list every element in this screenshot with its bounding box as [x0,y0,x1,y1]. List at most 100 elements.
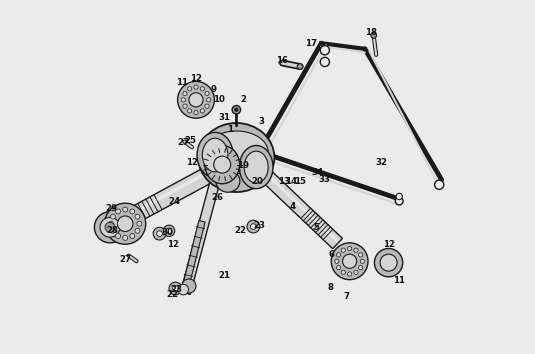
Ellipse shape [197,132,233,178]
Text: 26: 26 [211,193,223,202]
Circle shape [105,222,115,232]
Text: 24: 24 [169,196,181,206]
Circle shape [374,249,403,277]
Ellipse shape [244,151,268,183]
Circle shape [116,234,120,239]
Polygon shape [116,161,225,230]
Text: 20: 20 [251,177,264,186]
Circle shape [189,93,203,107]
Circle shape [371,33,377,38]
Circle shape [105,203,146,244]
Circle shape [200,87,204,91]
Text: 12: 12 [166,240,179,250]
Text: 11: 11 [393,276,405,285]
Circle shape [354,270,358,274]
Circle shape [110,214,116,219]
Circle shape [183,104,187,108]
Circle shape [250,224,256,229]
Ellipse shape [239,145,273,189]
Circle shape [194,85,198,89]
Ellipse shape [216,170,240,192]
Ellipse shape [198,123,274,192]
Text: 23: 23 [170,285,182,294]
Circle shape [200,109,204,113]
Ellipse shape [202,138,228,172]
Circle shape [135,228,140,233]
Text: 12: 12 [187,158,198,167]
Circle shape [187,87,192,91]
Text: 4: 4 [290,201,296,211]
Circle shape [358,266,363,270]
Polygon shape [183,221,205,286]
Circle shape [213,156,231,173]
Circle shape [232,105,241,114]
Circle shape [100,217,120,237]
Text: 3: 3 [258,116,264,126]
Circle shape [395,197,403,205]
Circle shape [178,81,215,118]
Circle shape [137,221,142,226]
Circle shape [123,207,128,212]
Text: 14: 14 [286,177,297,186]
Circle shape [358,253,363,257]
Circle shape [341,270,346,274]
Text: 33: 33 [319,175,331,184]
Circle shape [181,98,185,102]
Circle shape [320,46,330,55]
Circle shape [331,243,368,280]
Circle shape [205,91,209,96]
Text: 25: 25 [185,136,196,145]
Circle shape [194,110,198,115]
Text: 27: 27 [177,138,189,147]
Circle shape [360,259,364,263]
Circle shape [348,246,351,251]
Circle shape [182,279,196,293]
Circle shape [348,272,351,276]
Text: 12: 12 [383,240,395,250]
Text: 2: 2 [240,95,247,104]
Polygon shape [262,171,342,249]
Circle shape [341,248,346,252]
Circle shape [320,57,330,67]
Circle shape [169,282,182,295]
Ellipse shape [204,131,268,173]
Circle shape [297,64,303,69]
Text: 19: 19 [238,161,249,170]
Text: 7: 7 [343,292,349,301]
Circle shape [163,225,175,236]
Circle shape [130,209,135,214]
Text: 28: 28 [106,226,118,235]
Text: 30: 30 [162,228,174,238]
Text: 22: 22 [166,290,179,299]
Circle shape [173,286,178,291]
Circle shape [207,98,211,102]
Polygon shape [119,164,221,222]
Polygon shape [266,173,339,242]
Text: 15: 15 [294,177,306,186]
Text: 12: 12 [190,74,202,83]
Text: 32: 32 [376,158,387,167]
Circle shape [157,231,163,236]
Circle shape [116,209,120,214]
Circle shape [205,104,209,108]
Circle shape [117,216,133,232]
Circle shape [234,108,239,112]
Circle shape [380,254,397,271]
Text: 16: 16 [277,56,288,65]
Circle shape [396,193,402,200]
Text: 18: 18 [365,28,377,37]
Circle shape [153,227,166,240]
Ellipse shape [205,145,240,184]
Circle shape [187,109,192,113]
Text: 27: 27 [119,255,131,264]
Circle shape [109,221,113,226]
Circle shape [110,228,116,233]
Text: 5: 5 [314,223,319,232]
Text: 31: 31 [218,113,230,122]
Text: 29: 29 [105,204,117,213]
Text: 23: 23 [254,221,266,230]
Text: 17: 17 [304,39,317,48]
Circle shape [130,234,135,239]
Text: 1: 1 [227,125,233,134]
Circle shape [247,220,259,233]
